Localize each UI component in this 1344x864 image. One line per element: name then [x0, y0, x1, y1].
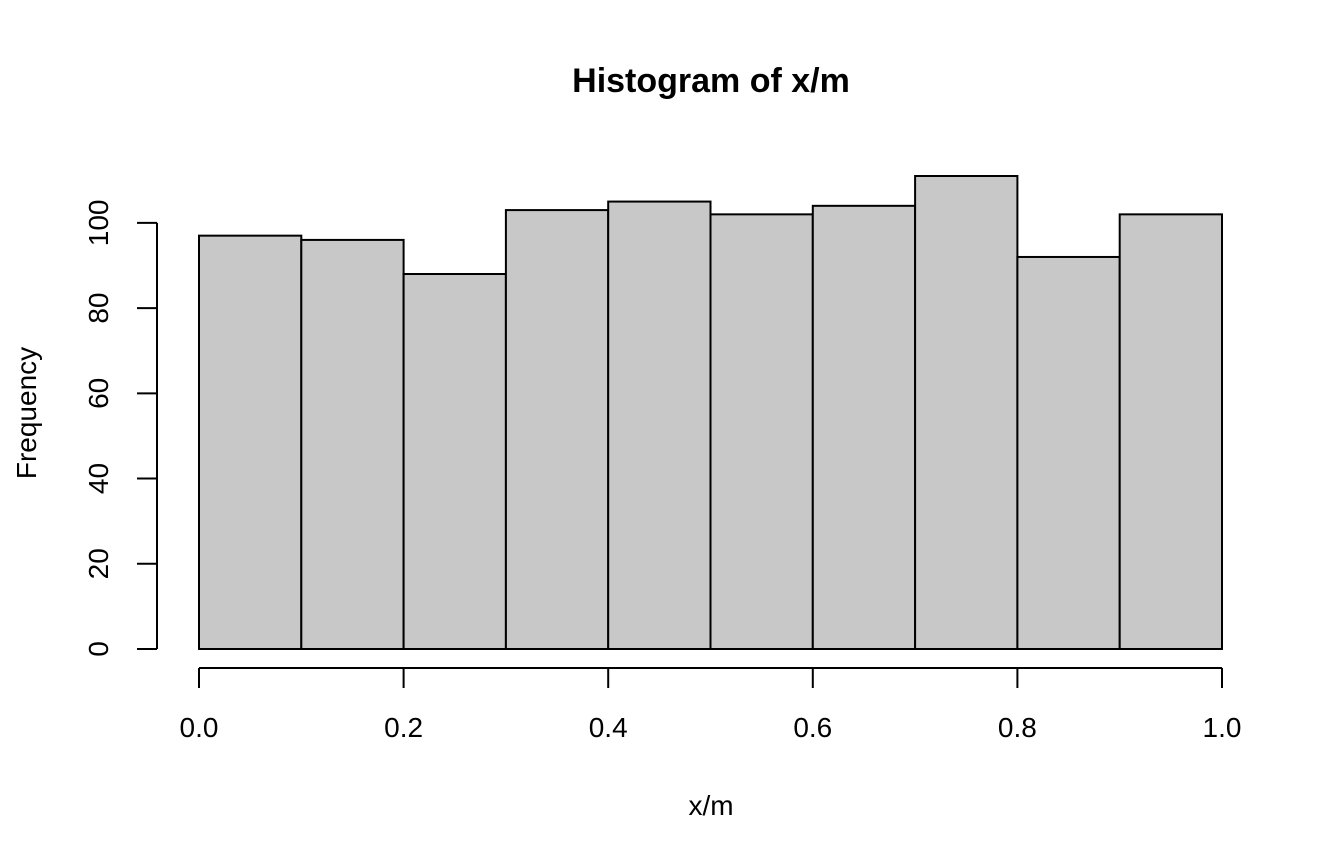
- bar-8: [1016, 255, 1121, 650]
- y-tick-label-3: 60: [83, 378, 114, 409]
- bar-6: [811, 204, 917, 650]
- bar-0: [198, 234, 303, 650]
- y-tick-label-1: 20: [83, 548, 114, 579]
- x-axis: 0.0 0.2 0.4 0.6 0.8 1.0: [180, 667, 1242, 743]
- x-tick-label-3: 0.6: [793, 712, 832, 743]
- x-tick-label-0: 0.0: [180, 712, 219, 743]
- chart-title: Histogram of x/m: [572, 62, 850, 100]
- bar-1: [300, 238, 405, 650]
- bar-4: [607, 200, 712, 650]
- x-tick-label-5: 1.0: [1203, 712, 1242, 743]
- x-tick-label-1: 0.2: [384, 712, 423, 743]
- y-tick-label-0: 0: [83, 641, 114, 657]
- x-tick-label-2: 0.4: [589, 712, 628, 743]
- y-tick-label-4: 80: [83, 293, 114, 324]
- bar-7: [914, 175, 1019, 650]
- bar-3: [504, 209, 610, 650]
- x-axis-label: x/m: [688, 790, 733, 821]
- y-tick-label-5: 100: [83, 200, 114, 247]
- bar-2: [402, 273, 507, 650]
- bars-group: [198, 175, 1223, 650]
- bar-9: [1118, 213, 1223, 650]
- y-tick-label-2: 40: [83, 463, 114, 494]
- y-axis: 0 20 40 60 80 100: [83, 200, 158, 657]
- bar-5: [709, 213, 814, 650]
- x-tick-label-4: 0.8: [998, 712, 1037, 743]
- y-axis-label: Frequency: [11, 347, 42, 479]
